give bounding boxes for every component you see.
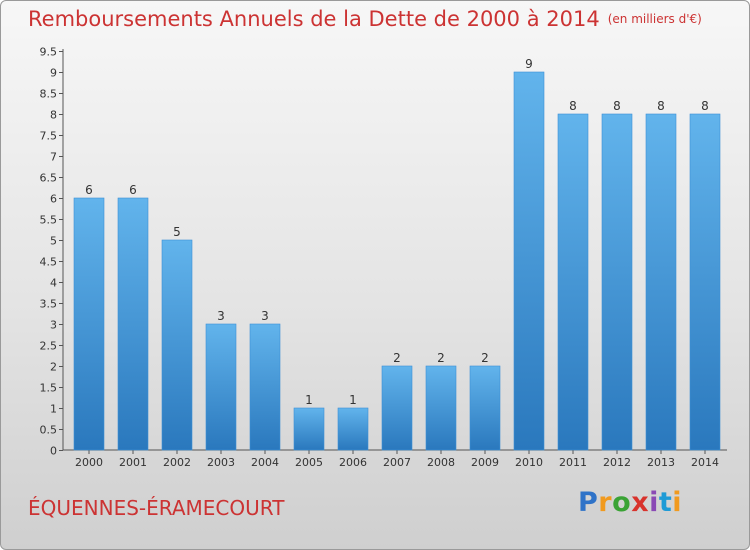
town-name: ÉQUENNES-ÉRAMECOURT — [28, 496, 285, 520]
y-tick-label: 5.5 — [40, 214, 58, 227]
bar-2001 — [117, 197, 149, 451]
bar-2008 — [425, 365, 457, 451]
bar-2002 — [161, 239, 193, 451]
data-label-2014: 8 — [701, 99, 709, 113]
y-tick-label: 6 — [50, 193, 57, 206]
x-tick-label-2005: 2005 — [295, 456, 323, 469]
data-label-2009: 2 — [481, 351, 489, 365]
bar-2011 — [557, 113, 589, 451]
x-tick-label-2000: 2000 — [75, 456, 103, 469]
y-tick-label: 7.5 — [40, 130, 58, 143]
x-tick-label-2014: 2014 — [691, 456, 719, 469]
y-tick-label: 8.5 — [40, 88, 58, 101]
y-tick-label: 4 — [50, 277, 57, 290]
y-tick-label: 0.5 — [40, 424, 58, 437]
chart-unit: (en milliers d'€) — [607, 12, 702, 26]
y-tick-label: 7 — [50, 151, 57, 164]
y-tick-label: 3 — [50, 319, 57, 332]
y-tick-label: 5 — [50, 235, 57, 248]
data-label-2010: 9 — [525, 57, 533, 71]
bar-2003 — [205, 323, 237, 451]
y-tick-label: 0 — [50, 445, 57, 458]
bar-2009 — [469, 365, 501, 451]
bar-2004 — [249, 323, 281, 451]
y-tick-label: 2.5 — [40, 340, 58, 353]
x-tick-label-2002: 2002 — [163, 456, 191, 469]
x-tick-label-2009: 2009 — [471, 456, 499, 469]
data-label-2007: 2 — [393, 351, 401, 365]
bar-2013 — [645, 113, 677, 451]
data-label-2006: 1 — [349, 393, 357, 407]
data-label-2011: 8 — [569, 99, 577, 113]
bar-2005 — [293, 407, 325, 451]
data-label-2013: 8 — [657, 99, 665, 113]
y-tick-label: 2 — [50, 361, 57, 374]
data-label-2004: 3 — [261, 309, 269, 323]
bar-2006 — [337, 407, 369, 451]
y-tick-label: 6.5 — [40, 172, 58, 185]
proxiti-logo: Proxiti — [578, 487, 683, 518]
data-labels: 6 6 5 3 3 1 1 2 2 2 9 8 8 8 8 — [85, 57, 709, 407]
data-label-2002: 5 — [173, 225, 181, 239]
bar-2000 — [73, 197, 105, 451]
x-tick-label-2003: 2003 — [207, 456, 235, 469]
data-label-2001: 6 — [129, 183, 137, 197]
y-tick-label: 1.5 — [40, 382, 58, 395]
x-tick-label-2013: 2013 — [647, 456, 675, 469]
x-tick-label-2008: 2008 — [427, 456, 455, 469]
chart-title: Remboursements Annuels de la Dette de 20… — [28, 7, 702, 31]
x-tick-label-2001: 2001 — [119, 456, 147, 469]
x-tick-label-2012: 2012 — [603, 456, 631, 469]
bar-2014 — [689, 113, 721, 451]
data-label-2000: 6 — [85, 183, 93, 197]
y-tick-label: 3.5 — [40, 298, 58, 311]
bar-2012 — [601, 113, 633, 451]
bar-2010 — [513, 71, 545, 451]
data-label-2003: 3 — [217, 309, 225, 323]
y-tick-label: 4.5 — [40, 256, 58, 269]
x-tick-label-2007: 2007 — [383, 456, 411, 469]
y-tick-label: 1 — [50, 403, 57, 416]
x-tick-label-2010: 2010 — [515, 456, 543, 469]
y-tick-label: 9.5 — [40, 46, 58, 59]
x-tick-label-2004: 2004 — [251, 456, 279, 469]
bars — [73, 71, 721, 451]
axes: 0 0.5 1 1.5 2 2.5 3 3.5 4 4.5 5 5.5 6 6.5 7 7.5 8 8.5 9 9.5… — [40, 46, 727, 469]
chart-title-text: Remboursements Annuels de la Dette de 20… — [28, 7, 600, 31]
data-label-2008: 2 — [437, 351, 445, 365]
y-tick-label: 8 — [50, 109, 57, 122]
data-label-2005: 1 — [305, 393, 313, 407]
y-tick-label: 9 — [50, 67, 57, 80]
data-label-2012: 8 — [613, 99, 621, 113]
x-tick-label-2011: 2011 — [559, 456, 587, 469]
bar-2007 — [381, 365, 413, 451]
x-tick-label-2006: 2006 — [339, 456, 367, 469]
